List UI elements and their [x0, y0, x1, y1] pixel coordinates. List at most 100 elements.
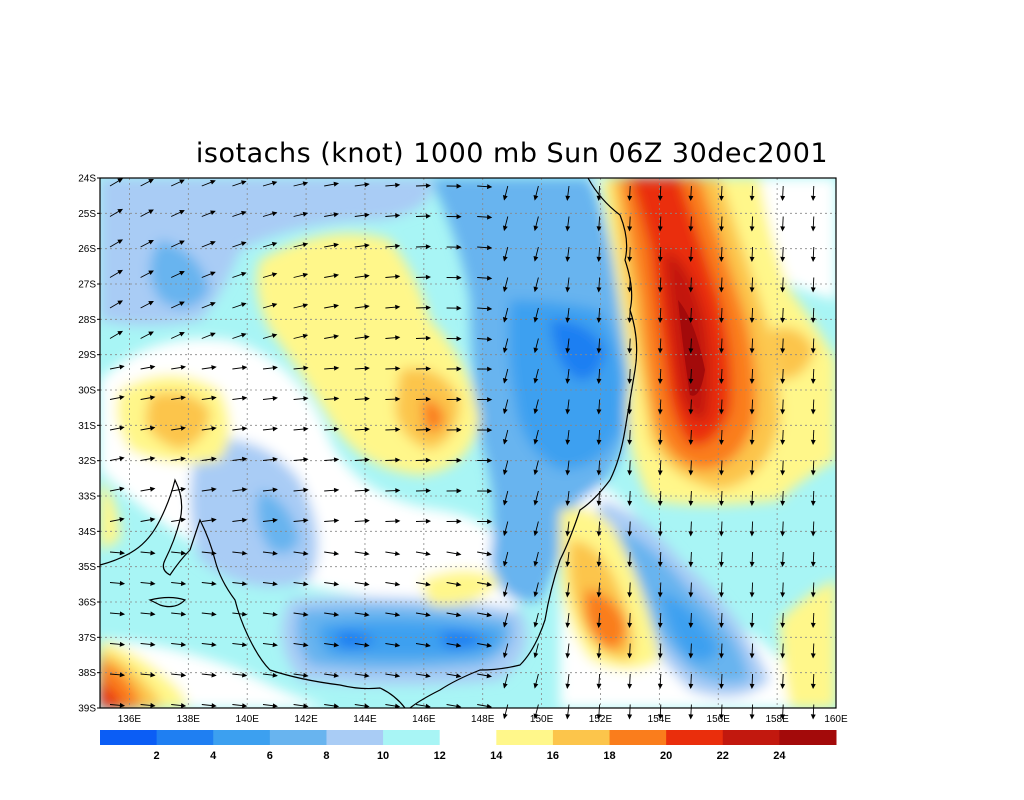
wind-vector-head	[117, 208, 124, 214]
wind-vector-head	[150, 641, 156, 647]
wind-vector-head	[425, 183, 432, 189]
wind-vector-head	[456, 244, 462, 250]
wind-vector-head	[627, 256, 633, 263]
wind-vector-head	[333, 212, 340, 218]
wind-vector-head	[533, 316, 539, 323]
wind-vector-head	[272, 703, 278, 709]
colorbar-label: 4	[210, 750, 217, 762]
lon-tick-label: 142E	[294, 714, 318, 725]
colorbar-label: 6	[267, 750, 273, 762]
wind-vector-head	[657, 317, 663, 324]
wind-vector-head	[456, 305, 462, 311]
wind-vector-head	[149, 456, 156, 462]
wind-vector-head	[486, 581, 493, 587]
colorbar-label: 14	[490, 750, 503, 762]
wind-vectors	[109, 178, 816, 720]
wind-vector-head	[749, 378, 755, 385]
wind-vector-head	[303, 642, 309, 648]
wind-vector-head	[487, 458, 493, 464]
lon-tick-label: 146E	[412, 714, 436, 725]
wind-vector-head	[333, 703, 340, 709]
colorbar-label: 2	[154, 750, 160, 762]
wind-vector-head	[149, 364, 156, 370]
wind-vector-head	[333, 672, 340, 678]
wind-vector-head	[502, 713, 508, 720]
wind-vector-head	[211, 581, 217, 586]
lat-tick-label: 35S	[78, 562, 96, 573]
wind-vector-head	[627, 714, 633, 720]
wind-vector-head	[333, 581, 340, 587]
wind-vector-head	[688, 348, 694, 354]
wind-vector-head	[810, 195, 816, 202]
wind-vector-head	[210, 179, 216, 185]
wind-vector-head	[749, 561, 755, 568]
wind-vector-head	[395, 427, 401, 433]
wind-vector-head	[150, 702, 156, 708]
wind-vector-head	[718, 378, 724, 385]
wind-vector-head	[425, 457, 432, 463]
wind-vector-head	[810, 592, 816, 598]
wind-vector-head	[810, 439, 816, 446]
wind-vector-head	[425, 427, 432, 433]
wind-vector-head	[211, 487, 217, 492]
wind-vector-head	[627, 317, 633, 324]
lon-tick-label: 150E	[530, 714, 554, 725]
wind-vector-head	[210, 240, 216, 246]
wind-vector-head	[272, 517, 278, 523]
wind-vector-head	[272, 581, 278, 587]
wind-vector-head	[241, 517, 248, 523]
wind-vector-head	[272, 487, 278, 493]
wind-vector-head	[455, 673, 462, 679]
wind-vector-head	[364, 487, 370, 493]
wind-vector-head	[657, 287, 663, 293]
wind-vector-head	[487, 245, 493, 251]
wind-vector-head	[487, 488, 493, 494]
wind-vector-head	[271, 333, 278, 339]
wind-vector-head	[241, 611, 248, 617]
wind-vector-head	[394, 581, 401, 587]
wind-vector-head	[688, 500, 694, 507]
wind-vector-head	[596, 287, 602, 293]
wind-vector-head	[210, 271, 216, 277]
wind-vector-head	[596, 470, 602, 476]
lon-tick-label: 156E	[707, 714, 731, 725]
wind-vector-head	[565, 714, 571, 720]
wind-vector-head	[810, 256, 816, 263]
wind-vector-head	[241, 550, 248, 556]
wind-vector-head	[456, 457, 462, 463]
wind-vector-head	[749, 287, 755, 293]
contour-field	[100, 178, 836, 708]
wind-vector-head	[241, 241, 247, 247]
wind-vector-head	[364, 703, 370, 709]
wind-vector-head	[627, 683, 633, 690]
lat-tick-label: 33S	[78, 492, 96, 503]
wind-vector-head	[780, 195, 786, 202]
wind-vector-head	[533, 499, 539, 506]
wind-vector-head	[780, 317, 786, 324]
wind-vector-head	[502, 499, 508, 506]
wind-vector-head	[395, 457, 401, 463]
wind-vector-head	[810, 683, 816, 690]
wind-vector-head	[502, 621, 508, 628]
colorbar-label: 8	[323, 750, 329, 762]
wind-vector-head	[502, 530, 508, 537]
wind-vector-head	[272, 456, 278, 462]
wind-vector-head	[718, 226, 724, 232]
wind-vector-head	[119, 456, 125, 461]
wind-vector-head	[302, 211, 309, 217]
wind-vector-head	[241, 487, 248, 493]
wind-vector-head	[119, 611, 126, 617]
wind-vector-head	[688, 378, 694, 385]
wind-vector-head	[780, 531, 786, 537]
wind-vector-head	[333, 181, 340, 187]
wind-vector-head	[502, 316, 508, 323]
wind-vector-head	[533, 621, 539, 628]
wind-vector-head	[688, 622, 694, 629]
lat-lon-grid	[100, 178, 836, 708]
wind-vector-head	[364, 273, 370, 279]
wind-vector-head	[565, 195, 571, 201]
wind-vector-head	[211, 517, 217, 523]
colorbar-swatch	[496, 730, 554, 745]
wind-vector-head	[364, 212, 370, 218]
wind-vector-head	[302, 333, 309, 339]
